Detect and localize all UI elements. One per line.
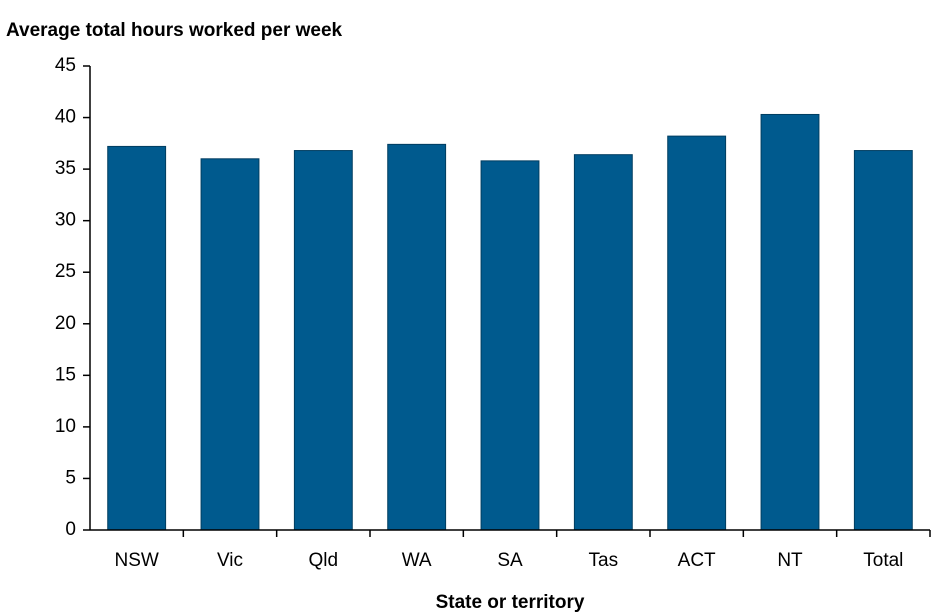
bar — [760, 113, 820, 531]
x-tick-label: ACT — [678, 550, 716, 571]
x-tick-label: Qld — [309, 550, 339, 571]
y-tick-label: 40 — [55, 107, 76, 128]
bar — [387, 143, 447, 531]
y-tick-label: 5 — [65, 467, 76, 488]
y-tick-label: 15 — [55, 364, 76, 385]
bar — [200, 158, 260, 531]
bar — [107, 145, 167, 531]
y-tick-label: 45 — [55, 55, 76, 76]
x-tick-label: Total — [863, 550, 903, 571]
x-tick-label: NT — [777, 550, 803, 571]
bar — [293, 150, 353, 531]
bar — [573, 154, 633, 531]
y-tick-label: 35 — [55, 158, 76, 179]
bar — [480, 160, 540, 531]
y-tick-label: 30 — [55, 210, 76, 231]
x-tick-label: Tas — [589, 550, 619, 571]
bar — [667, 135, 727, 531]
x-tick-label: NSW — [115, 550, 159, 571]
y-tick-label: 25 — [55, 261, 76, 282]
x-tick-label: SA — [497, 550, 523, 571]
chart-title: Average total hours worked per week — [6, 20, 343, 41]
y-tick-label: 20 — [55, 313, 76, 334]
x-axis-label: State or territory — [436, 592, 585, 613]
x-tick-label: WA — [402, 550, 432, 571]
y-tick-label: 10 — [55, 416, 76, 437]
y-tick-label: 0 — [65, 519, 76, 540]
bar — [853, 150, 913, 531]
x-tick-label: Vic — [217, 550, 243, 571]
